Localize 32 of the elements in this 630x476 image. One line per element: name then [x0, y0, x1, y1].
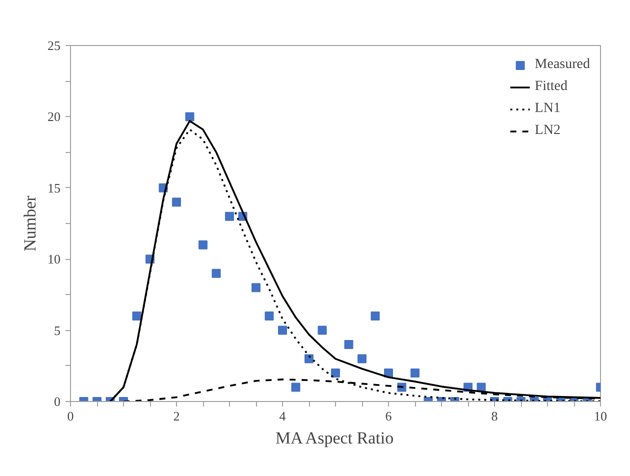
y-tick-label: 20 — [48, 109, 60, 124]
point — [172, 198, 181, 207]
y-tick-label: 25 — [48, 38, 60, 53]
x-tick-label: 8 — [491, 408, 498, 424]
point — [225, 212, 234, 221]
point — [185, 112, 194, 122]
legend-label: Measured — [534, 57, 590, 73]
point — [252, 283, 260, 292]
point — [358, 354, 366, 364]
x-tick-label: 4 — [279, 408, 286, 424]
y-tick-label: 10 — [48, 252, 60, 267]
point — [318, 326, 327, 335]
legend-label: Fitted — [534, 79, 568, 95]
point — [344, 340, 354, 350]
point — [132, 312, 142, 321]
point — [212, 268, 221, 278]
point — [304, 354, 314, 364]
legend-label: LN2 — [534, 123, 560, 139]
y-tick-label: 5 — [54, 322, 60, 338]
point — [264, 312, 274, 321]
x-tick-label: 6 — [385, 408, 392, 424]
x-tick-label: 2 — [173, 408, 180, 424]
x-tick-label: 10 — [594, 408, 607, 424]
point — [278, 326, 287, 335]
y-axis-title: Number — [20, 195, 40, 252]
x-tick-label: 0 — [67, 408, 74, 424]
y-tick-label: 15 — [48, 180, 60, 196]
point — [198, 240, 208, 250]
point — [370, 312, 380, 321]
y-tick-label: 0 — [54, 394, 60, 409]
x-axis-title: MA Aspect Ratio — [276, 428, 394, 448]
legend-label: LN1 — [534, 101, 560, 117]
